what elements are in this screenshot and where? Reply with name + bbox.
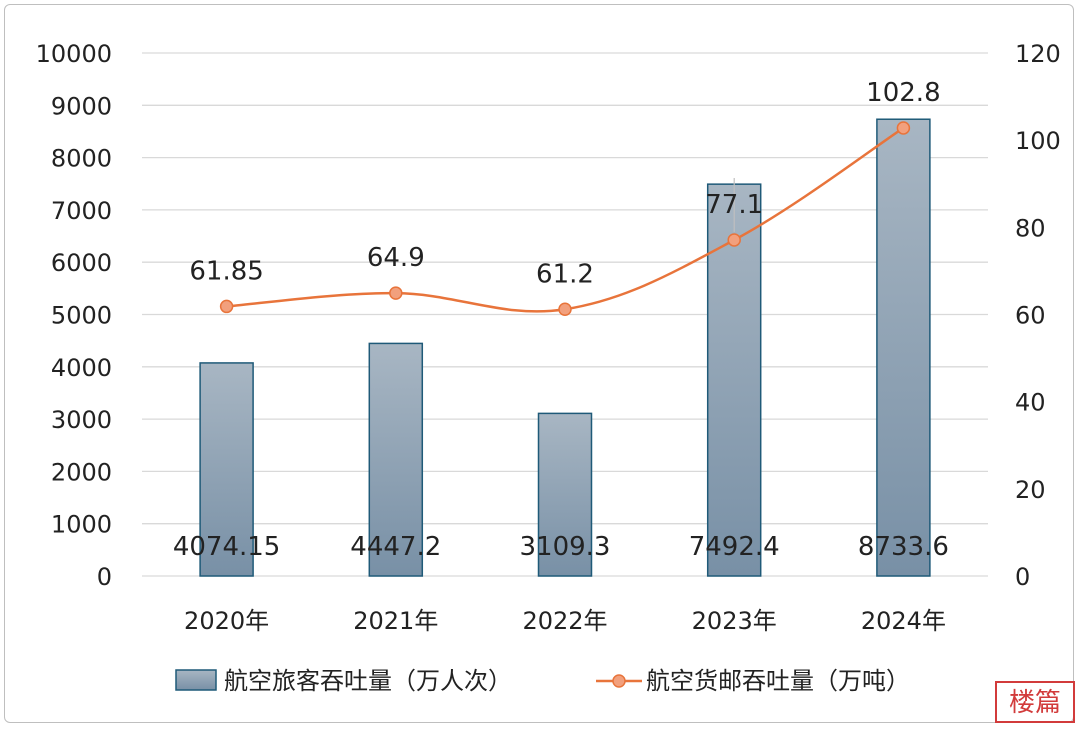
bar-data-label: 3109.3 — [520, 532, 611, 562]
left-tick-label: 8000 — [51, 145, 112, 173]
right-tick-label: 20 — [1015, 476, 1046, 504]
bar-series: 4074.15 4447.2 3109.3 7492.4 8733.6 — [173, 118, 949, 577]
left-tick-label: 2000 — [51, 458, 112, 486]
stamp-border — [995, 681, 1075, 723]
legend-line-label: 航空货邮吞吐量（万吨） — [646, 667, 910, 695]
line-data-label: 102.8 — [866, 78, 940, 108]
bar-data-label: 4447.2 — [350, 532, 441, 562]
line-point — [389, 286, 403, 300]
left-tick-label: 6000 — [51, 249, 112, 277]
line-series: 61.85 64.9 61.2 77.1 102.8 — [189, 78, 941, 317]
gridlines — [142, 52, 988, 577]
bar-data-label: 7492.4 — [689, 532, 780, 562]
bar — [876, 118, 931, 577]
legend-bar-swatch — [175, 669, 217, 691]
right-tick-label: 100 — [1015, 127, 1061, 155]
legend: 航空旅客吞吐量（万人次） 航空货邮吞吐量（万吨） — [175, 667, 910, 695]
category-axis: 2020年 2021年 2022年 2023年 2024年 — [184, 607, 946, 635]
line-point — [727, 233, 741, 247]
line-data-label: 64.9 — [367, 243, 425, 273]
right-tick-label: 40 — [1015, 389, 1046, 417]
bar-data-label: 8733.6 — [858, 532, 949, 562]
left-tick-label: 0 — [97, 563, 112, 591]
bar — [368, 342, 424, 577]
category-label: 2023年 — [692, 607, 777, 635]
line-point — [219, 299, 234, 314]
left-tick-label: 5000 — [51, 302, 112, 330]
legend-bar-label: 航空旅客吞吐量（万人次） — [224, 667, 512, 695]
line-point — [558, 302, 572, 317]
line-data-label: 61.2 — [536, 259, 594, 289]
right-tick-label: 80 — [1015, 214, 1046, 242]
left-tick-label: 9000 — [51, 92, 112, 120]
right-tick-label: 60 — [1015, 302, 1046, 330]
left-tick-label: 10000 — [36, 40, 112, 68]
right-axis: 0 20 40 60 80 100 120 — [1015, 40, 1061, 591]
line-data-label: 77.1 — [705, 190, 763, 220]
category-label: 2022年 — [522, 607, 607, 635]
watermark-stamp: 楼篇 — [995, 681, 1075, 723]
left-tick-label: 7000 — [51, 197, 112, 225]
bar-data-label: 4074.15 — [173, 532, 281, 562]
category-label: 2021年 — [353, 607, 438, 635]
left-tick-label: 3000 — [51, 406, 112, 434]
line-data-label: 61.85 — [189, 256, 263, 286]
right-tick-label: 120 — [1015, 40, 1061, 68]
category-label: 2020年 — [184, 607, 269, 635]
category-label: 2024年 — [861, 607, 946, 635]
right-tick-label: 0 — [1015, 563, 1030, 591]
left-tick-label: 1000 — [51, 511, 112, 539]
bar — [199, 362, 254, 577]
left-axis: 0 1000 2000 3000 4000 5000 6000 7000 8000 9000 100… — [36, 40, 112, 591]
line-point — [896, 121, 911, 135]
stamp-text: 楼篇 — [1009, 688, 1061, 718]
bar — [537, 412, 593, 577]
legend-line-marker — [612, 674, 626, 688]
left-tick-label: 4000 — [51, 354, 112, 382]
